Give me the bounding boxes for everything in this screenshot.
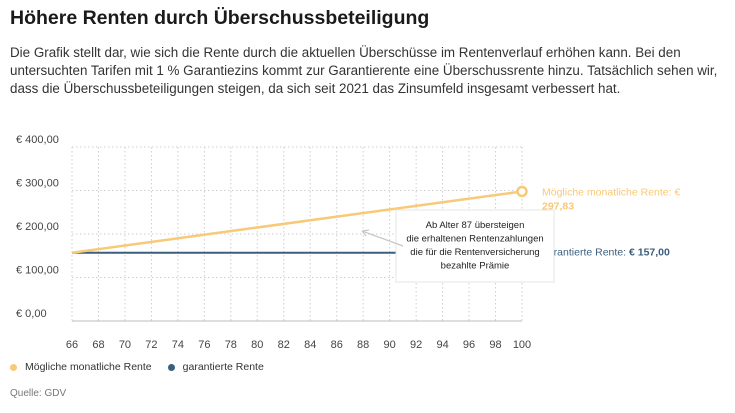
end-label-guaranteed-pension: garantierte Rente: € 157,00 <box>542 247 670 259</box>
x-tick-label: 94 <box>436 339 448 351</box>
annotation-box <box>395 209 555 283</box>
annotation-arrow <box>361 230 404 247</box>
chart-description: Die Grafik stellt dar, wie sich die Rent… <box>10 45 718 97</box>
y-axis: € 0,00 € 100,00 € 200,00 € 300,00 € 400,00 <box>16 134 59 320</box>
x-tick-label: 100 <box>513 339 531 351</box>
x-tick-label: 68 <box>92 339 104 351</box>
series-line-possible-pension <box>71 190 523 254</box>
legend-swatch-guaranteed-pension <box>167 363 175 371</box>
x-axis: 66 68 70 72 74 76 78 80 82 84 86 88 90 92 94 96 98 100 <box>66 339 531 351</box>
end-label-possible-pension: Mögliche monatliche Rente: € <box>542 186 680 198</box>
annotation-text-line: die erhaltenen Rentenzahlungen <box>406 234 543 245</box>
x-tick-label: 80 <box>251 339 263 351</box>
chart-grid <box>71 146 523 322</box>
x-tick-label: 66 <box>66 339 78 351</box>
legend-label-possible-pension: Mögliche monatliche Rente <box>25 361 152 373</box>
y-tick-label: € 400,00 <box>16 134 59 146</box>
annotation-text-line: die für die Rentenversicherung <box>410 247 539 258</box>
x-tick-label: 70 <box>119 339 131 351</box>
legend-swatch-possible-pension <box>10 363 17 371</box>
line-chart: € 0,00 € 100,00 € 200,00 € 300,00 € 400,00 6… <box>16 134 680 351</box>
x-tick-label: 96 <box>463 339 475 351</box>
x-tick-label: 86 <box>331 339 343 351</box>
chart-title: Höhere Renten durch Überschussbeteiligun… <box>10 7 430 29</box>
end-value-guaranteed-pension: € 157,00 <box>629 247 670 259</box>
x-tick-label: 76 <box>198 339 210 351</box>
x-tick-label: 88 <box>357 339 369 351</box>
legend: Mögliche monatliche Rente garantierte Re… <box>10 360 280 374</box>
x-tick-label: 72 <box>145 339 157 351</box>
y-tick-label: € 0,00 <box>16 308 47 320</box>
y-tick-label: € 100,00 <box>16 265 59 277</box>
annotation-text-line: Ab Alter 87 übersteigen <box>426 220 525 231</box>
x-tick-label: 74 <box>172 339 184 351</box>
series-end-labels: Mögliche monatliche Rente: € 297,83 garant… <box>542 186 680 258</box>
x-tick-label: 84 <box>304 339 316 351</box>
y-tick-label: € 200,00 <box>16 221 59 233</box>
annotation: Ab Alter 87 übersteigen die erhaltenen Re… <box>361 209 555 283</box>
legend-label-guaranteed-pension: garantierte Rente <box>182 361 264 373</box>
legend-item-guaranteed-pension[interactable]: garantierte Rente <box>167 361 264 373</box>
series-endpoint-possible-pension <box>516 185 528 198</box>
x-tick-label: 92 <box>410 339 422 351</box>
x-tick-label: 90 <box>384 339 396 351</box>
end-value-possible-pension: 297,83 <box>542 200 574 212</box>
legend-item-possible-pension[interactable]: Mögliche monatliche Rente <box>10 361 152 373</box>
annotation-text-line: bezahlte Prämie <box>441 261 510 272</box>
x-tick-label: 78 <box>225 339 237 351</box>
x-tick-label: 98 <box>489 339 501 351</box>
y-tick-label: € 300,00 <box>16 178 59 190</box>
source-note: Quelle: GDV <box>10 388 67 399</box>
annotation-arrowhead <box>361 229 370 237</box>
x-tick-label: 82 <box>278 339 290 351</box>
